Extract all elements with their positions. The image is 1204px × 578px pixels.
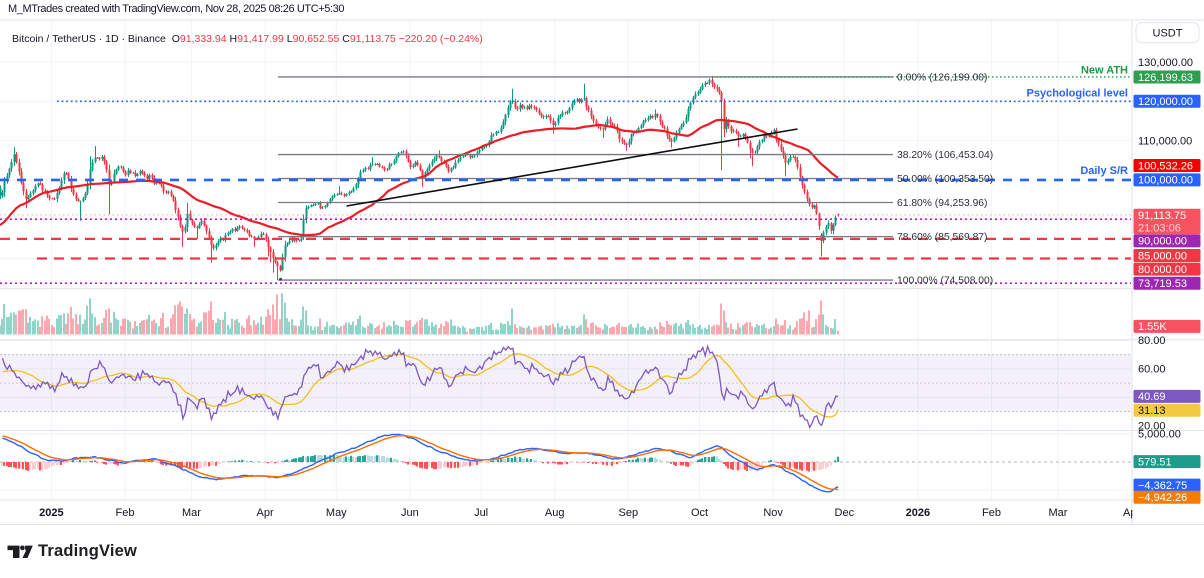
svg-text:80,000.00: 80,000.00: [1138, 264, 1187, 276]
svg-text:100,000.00: 100,000.00: [1138, 175, 1193, 187]
svg-text:40.69: 40.69: [1138, 391, 1166, 403]
svg-text:Mar: Mar: [182, 507, 201, 519]
svg-text:579.51: 579.51: [1138, 456, 1172, 468]
svg-text:New ATH: New ATH: [1081, 65, 1128, 77]
svg-text:5,000.00: 5,000.00: [1138, 429, 1181, 441]
svg-text:Nov: Nov: [763, 507, 783, 519]
svg-text:21:03:06: 21:03:06: [1138, 223, 1181, 235]
svg-text:2025: 2025: [39, 507, 63, 519]
svg-text:Feb: Feb: [982, 507, 1001, 519]
svg-text:73,719.53: 73,719.53: [1138, 278, 1187, 290]
svg-text:Mar: Mar: [1049, 507, 1068, 519]
svg-text:2026: 2026: [906, 507, 930, 519]
svg-text:100.00% (74,508.00): 100.00% (74,508.00): [897, 276, 993, 287]
svg-text:Jul: Jul: [474, 507, 488, 519]
svg-text:91,113.75: 91,113.75: [1138, 210, 1186, 222]
svg-text:85,000.00: 85,000.00: [1138, 250, 1187, 262]
svg-text:Apr: Apr: [257, 507, 274, 519]
svg-text:80.00: 80.00: [1138, 335, 1166, 347]
svg-text:−4,942.26: −4,942.26: [1138, 492, 1187, 504]
svg-text:Dec: Dec: [835, 507, 855, 519]
svg-text:May: May: [326, 507, 347, 519]
svg-text:110,000.00: 110,000.00: [1138, 135, 1192, 147]
svg-text:126,199.63: 126,199.63: [1138, 72, 1193, 84]
svg-text:60.00: 60.00: [1138, 364, 1166, 376]
svg-text:130,000.00: 130,000.00: [1138, 57, 1193, 69]
svg-text:20.00: 20.00: [1138, 421, 1166, 433]
svg-text:Daily S/R: Daily S/R: [1080, 165, 1128, 177]
svg-text:78.60% (85,569.87): 78.60% (85,569.87): [897, 232, 987, 243]
svg-text:Sep: Sep: [619, 507, 639, 519]
svg-text:0.00% (126,199.00): 0.00% (126,199.00): [897, 73, 987, 84]
svg-text:50.00% (100,353.50): 50.00% (100,353.50): [897, 174, 993, 185]
svg-text:Aug: Aug: [545, 507, 565, 519]
svg-text:1.55K: 1.55K: [1138, 321, 1167, 333]
svg-text:61.80% (94,253.96): 61.80% (94,253.96): [897, 198, 987, 209]
svg-text:−4,362.75: −4,362.75: [1138, 480, 1187, 492]
svg-text:Jun: Jun: [401, 507, 419, 519]
svg-text:100,532.26: 100,532.26: [1138, 160, 1193, 172]
svg-text:120,000.00: 120,000.00: [1138, 96, 1193, 108]
svg-text:USDT: USDT: [1153, 28, 1183, 40]
svg-text:Feb: Feb: [116, 507, 135, 519]
svg-text:31.13: 31.13: [1138, 405, 1166, 417]
svg-text:Psychological level: Psychological level: [1027, 88, 1129, 100]
svg-text:38.20% (106,453.04): 38.20% (106,453.04): [897, 150, 993, 161]
svg-text:Oct: Oct: [691, 507, 708, 519]
svg-text:90,000.00: 90,000.00: [1138, 236, 1187, 248]
